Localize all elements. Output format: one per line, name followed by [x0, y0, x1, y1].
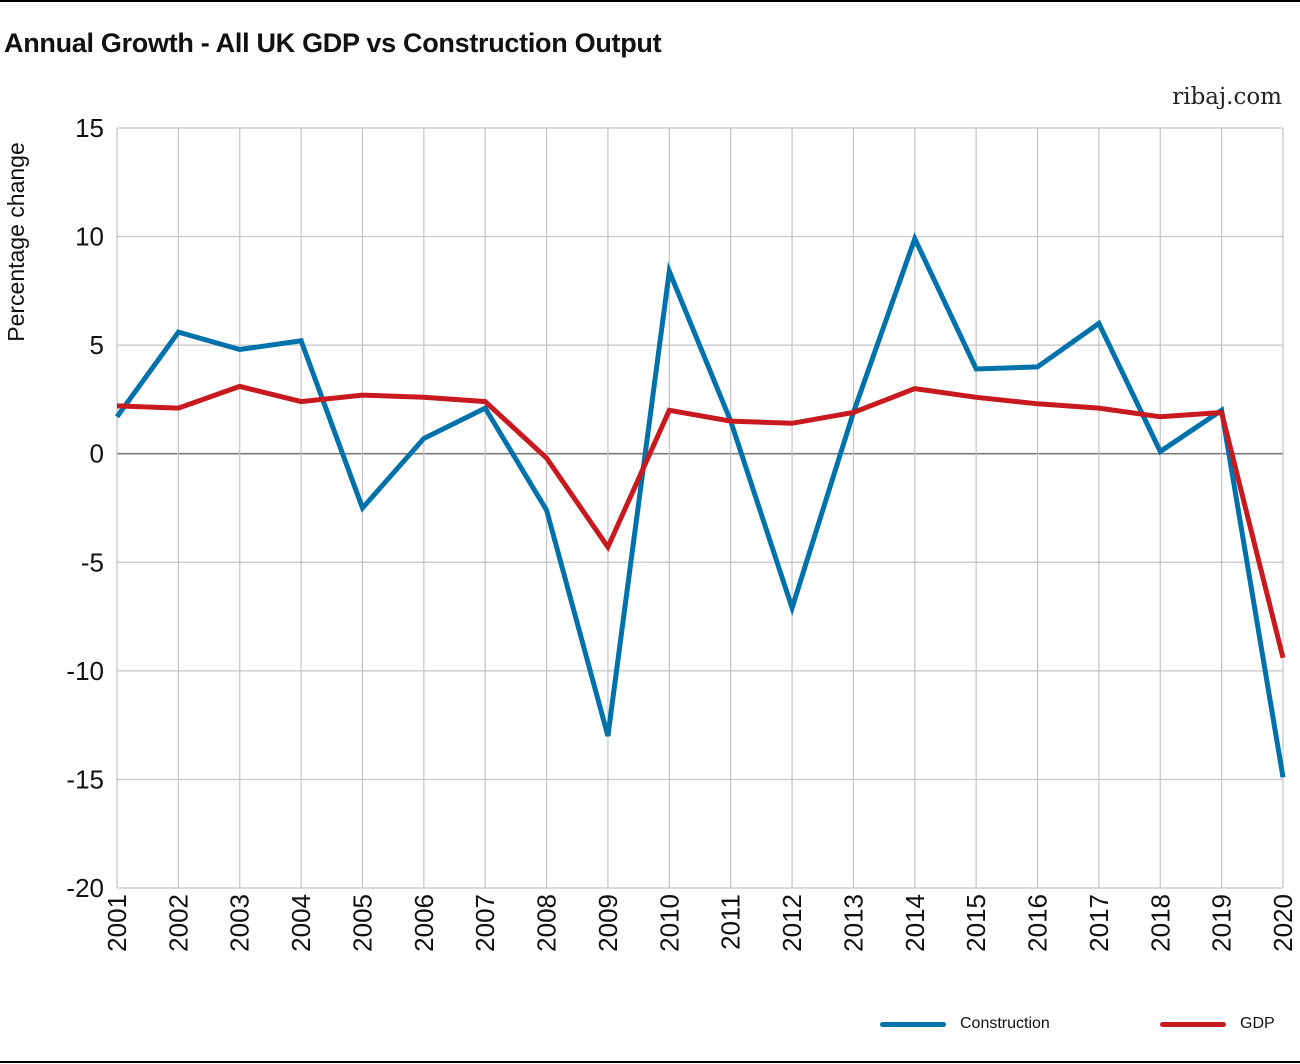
- bottom-rule: [0, 1061, 1300, 1063]
- chart-title: Annual Growth - All UK GDP vs Constructi…: [4, 28, 662, 58]
- x-tick-label: 2003: [225, 894, 255, 952]
- y-axis-label: Percentage change: [3, 142, 29, 342]
- x-tick-label: 2015: [961, 894, 991, 952]
- x-tick-label: 2010: [654, 894, 684, 952]
- x-tick-label: 2004: [286, 894, 316, 952]
- x-tick-label: 2001: [102, 894, 132, 952]
- y-tick-label: 5: [90, 330, 104, 360]
- series-line-construction: [114, 232, 1286, 778]
- y-tick-label: -5: [81, 547, 104, 577]
- series-line-gdp: [116, 383, 1286, 659]
- x-tick-label: 2006: [409, 894, 439, 952]
- x-tick-label: 2012: [777, 894, 807, 952]
- x-tick-label: 2020: [1268, 894, 1298, 952]
- y-tick-label: -20: [66, 873, 104, 903]
- y-tick-label: -15: [66, 764, 104, 794]
- x-tick-label: 2013: [838, 894, 868, 952]
- y-tick-label: 10: [75, 222, 104, 252]
- source-label: ribaj.com: [1172, 84, 1282, 110]
- legend-swatch-construction: [880, 1021, 946, 1027]
- x-tick-label: 2019: [1207, 894, 1237, 952]
- legend-item-gdp: GDP: [1160, 1004, 1275, 1044]
- x-tick-label: 2007: [470, 894, 500, 952]
- top-rule: [0, 0, 1300, 2]
- x-tick-label: 2016: [1023, 894, 1053, 952]
- y-tick-label: -10: [66, 656, 104, 686]
- x-tick-label: 2008: [532, 894, 562, 952]
- legend-item-construction: Construction: [880, 1004, 1050, 1044]
- x-tick-label: 2011: [716, 894, 746, 950]
- x-tick-label: 2014: [900, 894, 930, 952]
- legend-label-construction: Construction: [960, 1015, 1050, 1032]
- legend-label-gdp: GDP: [1240, 1015, 1275, 1032]
- y-tick-label: 15: [75, 113, 104, 143]
- x-tick-label: 2018: [1145, 894, 1175, 952]
- y-tick-label: 0: [90, 439, 104, 469]
- legend-swatch-gdp: [1160, 1021, 1226, 1027]
- x-tick-label: 2009: [593, 894, 623, 952]
- x-tick-label: 2017: [1084, 894, 1114, 952]
- x-tick-label: 2005: [347, 894, 377, 952]
- x-tick-label: 2002: [163, 894, 193, 952]
